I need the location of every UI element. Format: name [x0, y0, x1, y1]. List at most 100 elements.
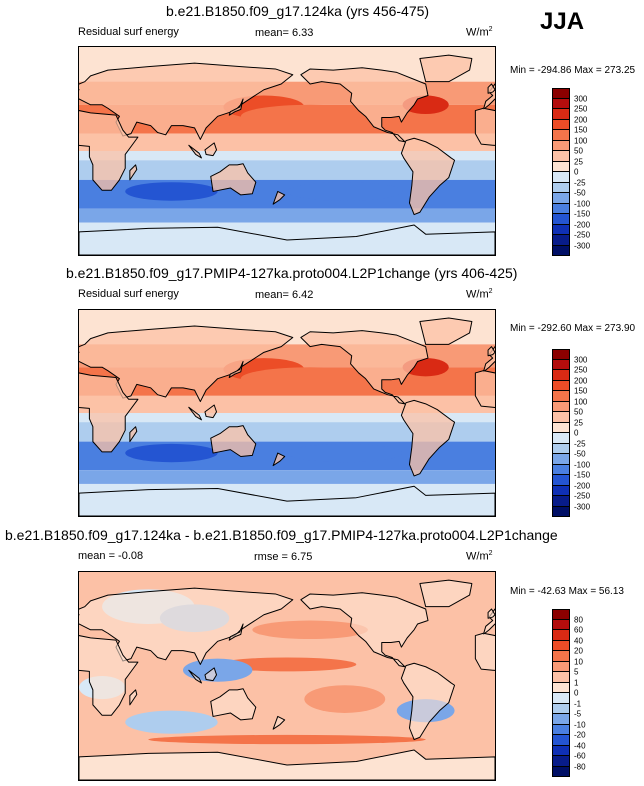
continent-madagascar	[129, 164, 138, 181]
field-band-tropic-n	[79, 133, 495, 151]
colorbar-3-tick-label: -20	[574, 730, 586, 740]
colorbar-3-tick-label: -40	[574, 741, 586, 750]
colorbar-3-swatch	[552, 651, 570, 662]
field-band-sh-sub	[79, 160, 495, 180]
colorbar-2-tick-label: 25	[574, 418, 583, 427]
panel-3-title: b.e21.B1850.f09_g17.124ka - b.e21.B1850.…	[5, 527, 558, 543]
continent-greenland	[419, 579, 473, 608]
colorbar-3-tick-label: 0	[574, 688, 579, 698]
colorbar-2-tick-label: -250	[574, 491, 591, 501]
panel-3-mean: mean = -0.08	[78, 550, 144, 562]
colorbar-1-swatch	[552, 161, 570, 172]
colorbar-3-swatch	[552, 735, 570, 746]
colorbar-3-swatch	[552, 672, 570, 683]
panel-2-minmax: Min = -292.60 Max = 273.90	[510, 323, 636, 334]
colorbar-3-swatch	[552, 609, 570, 620]
colorbar-3-swatch	[552, 703, 570, 714]
field-band-sh-sub	[79, 422, 495, 442]
colorbar-3-swatch	[552, 745, 570, 756]
colorbar-3-swatch	[552, 630, 570, 641]
colorbar-2-swatch	[552, 349, 570, 360]
field-band-sh-polar	[79, 208, 495, 223]
field-band-equator	[79, 413, 495, 423]
season-label: JJA	[540, 8, 585, 35]
colorbar-1-swatch	[552, 151, 570, 162]
colorbar-2-swatch	[552, 370, 570, 381]
continent-sumatra	[188, 406, 202, 421]
continent-japan	[228, 623, 244, 641]
field-blob-4	[217, 657, 357, 672]
panel-3-rmse: rmse = 6.75	[254, 551, 313, 563]
colorbar-2-tick-label: -200	[574, 481, 591, 490]
colorbar-1-tick-label: 0	[574, 167, 579, 177]
continent-greenland	[419, 54, 473, 83]
colorbar-1-tick-label: 100	[574, 136, 588, 145]
colorbar-1-tick-label: 50	[574, 146, 583, 156]
panel-1-colorbar: 300 250 200 150 100 50 25 0 -25 -50 -100 -150 -200 -2…	[552, 88, 632, 256]
colorbar-2-swatch	[552, 359, 570, 370]
colorbar-2-tick-label: 100	[574, 397, 588, 406]
colorbar-2-tick-label: -50	[574, 449, 586, 459]
colorbar-1-tick-label: -150	[574, 209, 591, 219]
colorbar-1-tick-label: 300	[574, 94, 588, 103]
continent-uk	[487, 83, 495, 94]
continent-northAmerica	[300, 592, 429, 668]
continent-uk	[487, 608, 495, 619]
panel-2-title: b.e21.B1850.f09_g17.PMIP4-127ka.proto004…	[66, 265, 518, 281]
colorbar-1-swatch	[552, 88, 570, 99]
colorbar-3-swatch	[552, 640, 570, 651]
map-svg	[79, 310, 495, 516]
continent-australia	[210, 688, 257, 721]
colorbar-2-swatch	[552, 422, 570, 433]
field-blob-7	[125, 710, 218, 734]
continent-northAmerica	[300, 67, 429, 143]
colorbar-2-swatch	[552, 454, 570, 465]
colorbar-3-tick-label: -60	[574, 751, 586, 761]
colorbar-3-swatch	[552, 756, 570, 767]
colorbar-1-swatch	[552, 172, 570, 183]
colorbar-2-tick-label: 0	[574, 428, 579, 438]
colorbar-2-tick-label: -100	[574, 460, 591, 469]
panel-2-units: W/m2	[466, 288, 493, 301]
field-blob-indian	[125, 443, 218, 463]
panel-3-minmax: Min = -42.63 Max = 56.13	[510, 586, 624, 597]
continent-africa-wrap	[79, 372, 139, 453]
continent-eurasia-wrap	[79, 587, 294, 665]
colorbar-3-tick-label: -80	[574, 762, 586, 771]
panel-1-minmax: Min = -294.86 Max = 273.25	[510, 65, 636, 76]
colorbar-2-swatch	[552, 485, 570, 496]
field-blob-npac	[240, 367, 380, 391]
colorbar-3-swatch	[552, 619, 570, 630]
panel-3-units: W/m2	[466, 550, 493, 563]
continent-southAmerica	[400, 662, 456, 741]
panel-2-map	[78, 309, 496, 517]
colorbar-3-tick-label: 80	[574, 615, 583, 624]
field-blob-5	[183, 658, 253, 682]
colorbar-3-swatch	[552, 714, 570, 725]
continent-eurasia-wrap	[79, 62, 294, 140]
colorbar-3-swatch	[552, 766, 570, 777]
continent-southAmerica	[400, 137, 456, 216]
panel-1-units: W/m2	[466, 26, 493, 39]
panel-1-mean: mean= 6.33	[255, 27, 314, 39]
colorbar-1-tick-label: 250	[574, 104, 588, 114]
continent-japan	[228, 98, 244, 116]
colorbar-2-tick-label: -300	[574, 502, 591, 511]
colorbar-1-tick-label: -25	[574, 178, 586, 187]
colorbar-3-tick-label: 10	[574, 657, 583, 666]
colorbar-2-tick-label: 300	[574, 355, 588, 364]
colorbar-3-tick-label: -10	[574, 720, 586, 729]
colorbar-2-tick-label: 50	[574, 407, 583, 417]
colorbar-2-tick-label: 250	[574, 365, 588, 375]
continent-madagascar	[129, 689, 138, 706]
colorbar-2-tick-label: 200	[574, 376, 588, 385]
colorbar-2-tick-label: -25	[574, 439, 586, 448]
field-blob-spac	[287, 182, 403, 201]
continent-sumatra	[188, 144, 202, 159]
continent-africa-wrap	[79, 110, 139, 191]
colorbar-1-swatch	[552, 224, 570, 235]
continent-africa	[474, 632, 495, 671]
colorbar-1-tick-label: -250	[574, 230, 591, 240]
map-svg	[79, 47, 495, 255]
panel-3-map	[78, 571, 496, 781]
